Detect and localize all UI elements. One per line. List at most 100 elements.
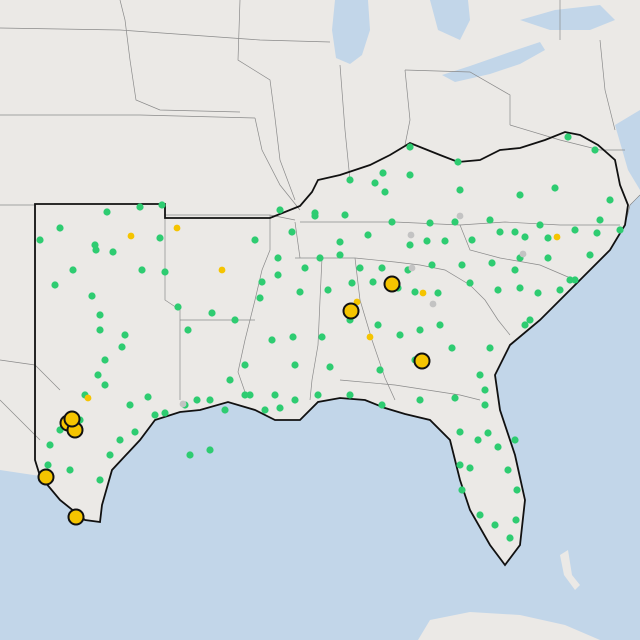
green-location-marker[interactable]: [564, 133, 572, 141]
green-location-marker[interactable]: [136, 203, 144, 211]
green-location-marker[interactable]: [193, 396, 201, 404]
green-location-marker[interactable]: [296, 288, 304, 296]
green-location-marker[interactable]: [258, 278, 266, 286]
green-location-marker[interactable]: [521, 321, 529, 329]
green-location-marker[interactable]: [504, 466, 512, 474]
green-location-marker[interactable]: [406, 241, 414, 249]
green-location-marker[interactable]: [416, 326, 424, 334]
green-location-marker[interactable]: [268, 336, 276, 344]
green-location-marker[interactable]: [316, 254, 324, 262]
gray-location-marker[interactable]: [429, 300, 437, 308]
green-location-marker[interactable]: [513, 486, 521, 494]
green-location-marker[interactable]: [94, 371, 102, 379]
green-location-marker[interactable]: [161, 409, 169, 417]
large-yellow-location-marker[interactable]: [342, 302, 360, 320]
green-location-marker[interactable]: [364, 231, 372, 239]
green-location-marker[interactable]: [101, 381, 109, 389]
green-location-marker[interactable]: [289, 333, 297, 341]
green-location-marker[interactable]: [291, 396, 299, 404]
green-location-marker[interactable]: [458, 486, 466, 494]
green-location-marker[interactable]: [454, 158, 462, 166]
green-location-marker[interactable]: [118, 343, 126, 351]
yellow-location-marker[interactable]: [218, 266, 226, 274]
green-location-marker[interactable]: [151, 411, 159, 419]
green-location-marker[interactable]: [436, 321, 444, 329]
green-location-marker[interactable]: [369, 278, 377, 286]
green-location-marker[interactable]: [324, 286, 332, 294]
green-location-marker[interactable]: [536, 221, 544, 229]
green-location-marker[interactable]: [276, 404, 284, 412]
green-location-marker[interactable]: [336, 251, 344, 259]
green-location-marker[interactable]: [566, 276, 574, 284]
green-location-marker[interactable]: [606, 196, 614, 204]
yellow-location-marker[interactable]: [173, 224, 181, 232]
green-location-marker[interactable]: [326, 363, 334, 371]
green-location-marker[interactable]: [103, 208, 111, 216]
green-location-marker[interactable]: [511, 266, 519, 274]
green-location-marker[interactable]: [208, 309, 216, 317]
green-location-marker[interactable]: [371, 179, 379, 187]
green-location-marker[interactable]: [186, 451, 194, 459]
green-location-marker[interactable]: [221, 406, 229, 414]
green-location-marker[interactable]: [458, 261, 466, 269]
green-location-marker[interactable]: [314, 391, 322, 399]
large-yellow-location-marker[interactable]: [37, 468, 55, 486]
green-location-marker[interactable]: [106, 451, 114, 459]
green-location-marker[interactable]: [36, 236, 44, 244]
green-location-marker[interactable]: [109, 248, 117, 256]
green-location-marker[interactable]: [521, 233, 529, 241]
green-location-marker[interactable]: [426, 219, 434, 227]
green-location-marker[interactable]: [69, 266, 77, 274]
green-location-marker[interactable]: [184, 326, 192, 334]
green-location-marker[interactable]: [512, 516, 520, 524]
green-location-marker[interactable]: [516, 284, 524, 292]
green-location-marker[interactable]: [591, 146, 599, 154]
green-location-marker[interactable]: [379, 169, 387, 177]
green-location-marker[interactable]: [474, 436, 482, 444]
green-location-marker[interactable]: [593, 229, 601, 237]
green-location-marker[interactable]: [516, 191, 524, 199]
green-location-marker[interactable]: [88, 292, 96, 300]
green-location-marker[interactable]: [96, 326, 104, 334]
large-yellow-location-marker[interactable]: [67, 508, 85, 526]
gray-location-marker[interactable]: [519, 250, 527, 258]
green-location-marker[interactable]: [378, 401, 386, 409]
gray-location-marker[interactable]: [408, 264, 416, 272]
green-location-marker[interactable]: [506, 534, 514, 542]
green-location-marker[interactable]: [156, 234, 164, 242]
green-location-marker[interactable]: [261, 406, 269, 414]
green-location-marker[interactable]: [494, 443, 502, 451]
green-location-marker[interactable]: [144, 393, 152, 401]
green-location-marker[interactable]: [288, 228, 296, 236]
green-location-marker[interactable]: [274, 271, 282, 279]
green-location-marker[interactable]: [544, 254, 552, 262]
green-location-marker[interactable]: [496, 228, 504, 236]
yellow-location-marker[interactable]: [366, 333, 374, 341]
green-location-marker[interactable]: [434, 289, 442, 297]
green-location-marker[interactable]: [476, 371, 484, 379]
green-location-marker[interactable]: [121, 331, 129, 339]
green-location-marker[interactable]: [291, 361, 299, 369]
green-location-marker[interactable]: [241, 361, 249, 369]
green-location-marker[interactable]: [511, 436, 519, 444]
green-location-marker[interactable]: [481, 401, 489, 409]
green-location-marker[interactable]: [101, 356, 109, 364]
large-yellow-location-marker[interactable]: [63, 410, 81, 428]
green-location-marker[interactable]: [158, 201, 166, 209]
green-location-marker[interactable]: [466, 464, 474, 472]
green-location-marker[interactable]: [318, 333, 326, 341]
green-location-marker[interactable]: [381, 188, 389, 196]
green-location-marker[interactable]: [534, 289, 542, 297]
green-location-marker[interactable]: [161, 268, 169, 276]
green-location-marker[interactable]: [51, 281, 59, 289]
green-location-marker[interactable]: [406, 143, 414, 151]
yellow-location-marker[interactable]: [419, 289, 427, 297]
green-location-marker[interactable]: [66, 466, 74, 474]
green-location-marker[interactable]: [356, 264, 364, 272]
green-location-marker[interactable]: [441, 237, 449, 245]
green-location-marker[interactable]: [276, 206, 284, 214]
green-location-marker[interactable]: [451, 394, 459, 402]
green-location-marker[interactable]: [174, 303, 182, 311]
green-location-marker[interactable]: [481, 386, 489, 394]
